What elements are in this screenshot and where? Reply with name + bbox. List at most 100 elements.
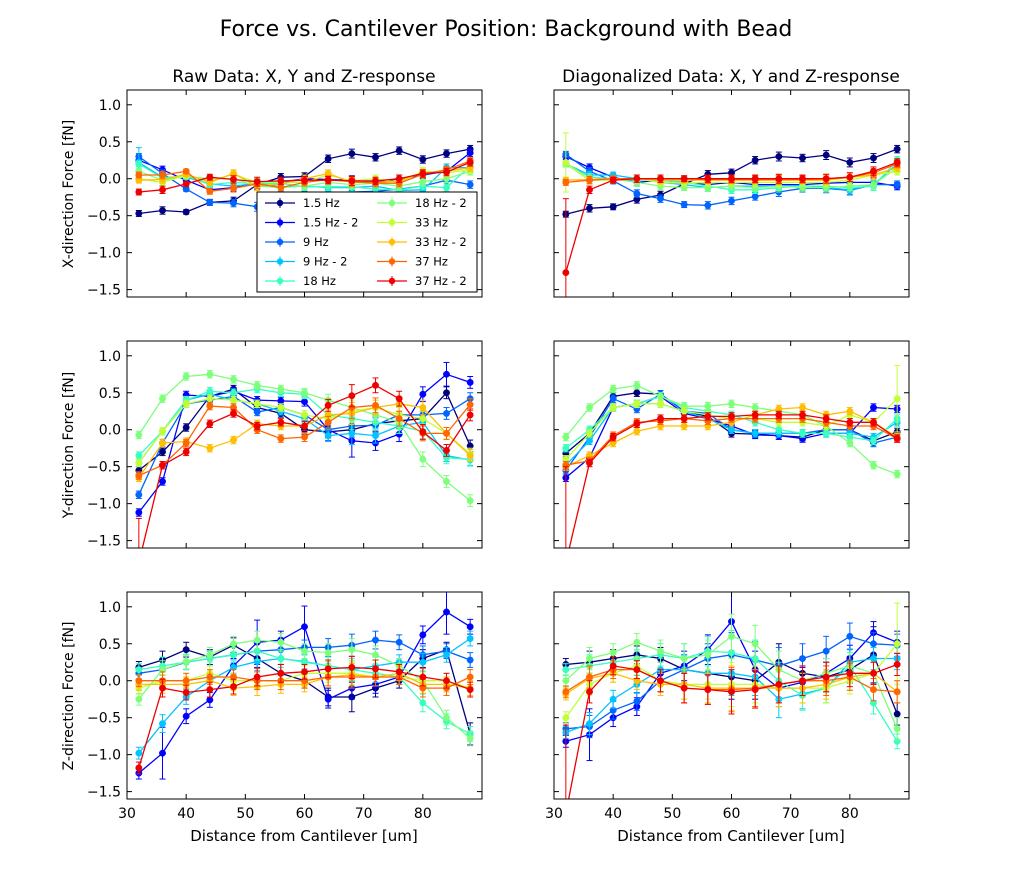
data-point [206, 651, 214, 659]
data-point [301, 398, 308, 406]
data-point [135, 188, 143, 196]
data-point [159, 448, 166, 456]
data-point [466, 686, 474, 694]
data-point [135, 171, 143, 179]
data-point [277, 177, 285, 185]
data-point [206, 402, 214, 410]
legend-swatch-marker [276, 219, 284, 226]
data-point [704, 686, 712, 694]
data-point [324, 176, 332, 184]
legend-swatch-marker [276, 277, 284, 285]
data-point [372, 636, 379, 644]
data-point [301, 433, 308, 441]
data-point [443, 150, 450, 158]
data-point [609, 662, 617, 670]
data-point [277, 638, 285, 646]
data-point [135, 491, 143, 499]
panel-frame [126, 340, 483, 549]
data-point [893, 435, 901, 443]
data-point [348, 646, 356, 654]
data-point [182, 689, 190, 696]
data-point [609, 433, 617, 441]
data-point [704, 175, 712, 183]
data-point [277, 418, 285, 426]
data-point [182, 439, 190, 447]
data-point [680, 655, 688, 662]
data-point [586, 720, 593, 728]
legend-label: 18 Hz [303, 274, 336, 288]
series-9 [135, 655, 474, 775]
data-point [846, 439, 854, 447]
data-point [846, 173, 854, 181]
y-tick-label: −0.5 [87, 209, 121, 225]
data-point [466, 401, 474, 409]
legend-label: 18 Hz - 2 [415, 196, 467, 210]
data-point [206, 673, 214, 681]
x-tick-label: 40 [604, 806, 622, 822]
data-point [466, 411, 474, 419]
data-point [135, 749, 143, 757]
data-point [562, 444, 570, 452]
axis-ticks: 30 40 50 60 70 80 −1.5 −1.0 −0.5 0.0 0.5 1.0 [87, 592, 482, 822]
data-point [253, 422, 261, 430]
data-point [419, 455, 427, 463]
data-point [870, 669, 877, 677]
legend-swatch-marker [388, 199, 396, 207]
data-point [230, 640, 237, 648]
data-point [206, 395, 214, 403]
data-point [348, 429, 356, 437]
data-point [657, 677, 664, 685]
data-point [751, 411, 759, 419]
data-point [395, 638, 403, 646]
data-point [657, 392, 664, 400]
data-point [277, 435, 285, 443]
data-point [893, 640, 901, 648]
data-point [586, 429, 593, 437]
figure-suptitle: Force vs. Cantilever Position: Backgroun… [220, 17, 793, 42]
data-point [775, 411, 783, 419]
data-point [466, 673, 474, 681]
y-tick-label: −0.5 [87, 711, 121, 727]
data-point [586, 459, 593, 467]
data-point [159, 478, 166, 485]
legend-swatch-marker [388, 277, 396, 285]
data-point [870, 418, 877, 426]
data-point [230, 410, 237, 417]
series-group [562, 592, 901, 799]
data-point [159, 427, 166, 435]
data-point [230, 436, 237, 444]
data-point [135, 677, 143, 685]
data-point [704, 201, 712, 209]
data-point [870, 154, 877, 162]
data-point [443, 478, 450, 485]
data-point [419, 390, 427, 398]
data-point [822, 415, 830, 423]
data-point [348, 392, 356, 400]
legend-label: 1.5 Hz [303, 196, 340, 210]
data-point [230, 396, 237, 404]
legend-label: 33 Hz [415, 216, 448, 230]
data-point [870, 640, 877, 648]
data-point [372, 401, 379, 409]
y-tick-label: 1.0 [99, 98, 121, 114]
data-point [230, 651, 237, 659]
data-point [893, 395, 901, 403]
data-point [135, 764, 143, 772]
data-point [799, 411, 806, 419]
x-tick-label: 60 [723, 806, 741, 822]
x-tick-label: 40 [177, 806, 195, 822]
data-point [159, 395, 166, 403]
legend-swatch-marker [388, 238, 396, 246]
legend-swatch-marker [276, 258, 284, 265]
data-point [206, 370, 214, 378]
y-tick-label: −1.0 [87, 748, 121, 764]
legend-swatch-marker [276, 199, 284, 207]
data-point [466, 623, 474, 631]
y-tick-label: 0.0 [99, 172, 121, 188]
data-point [609, 395, 617, 403]
data-point [419, 428, 427, 436]
data-point [728, 175, 735, 183]
data-point [728, 688, 735, 696]
data-point [586, 688, 593, 696]
data-point [182, 677, 190, 685]
